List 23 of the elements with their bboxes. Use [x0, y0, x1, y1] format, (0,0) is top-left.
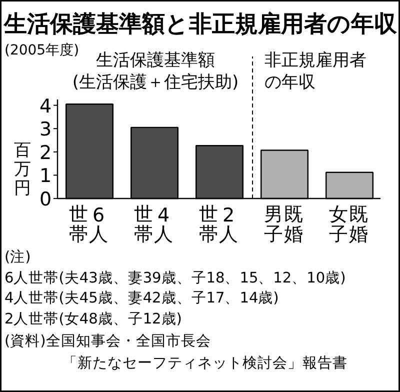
- y-tick-label: 1: [39, 165, 52, 188]
- text: 2人世帯(女48歳、子12歳): [4, 310, 182, 328]
- chart-subtitle: (2005年度): [4, 42, 80, 58]
- y-tick-label: 0: [39, 188, 52, 210]
- x-tick-label: 2人世帯: [199, 204, 238, 246]
- y-tick-label: 3: [39, 118, 52, 141]
- y-axis-title: 百万円: [14, 140, 31, 198]
- text: 生活保護基準額: [96, 50, 215, 70]
- text: 6人世帯(夫43歳、妻39歳、子18、15、12、10歳): [4, 270, 346, 286]
- text: の年収: [264, 72, 316, 92]
- x-tick-label: 既婚男子: [264, 204, 303, 246]
- x-tick-label: 既婚女子: [329, 204, 368, 246]
- text: 非正規雇用者: [264, 50, 366, 70]
- text: (注): [4, 248, 31, 266]
- x-tick-label: 4人世帯: [134, 204, 173, 246]
- text: 「新たなセーフティネット検討会」報告書: [62, 354, 348, 372]
- y-tick-label: 2: [39, 142, 52, 164]
- text: 4人世帯(夫45歳、妻42歳、子17、14歳): [4, 290, 279, 306]
- chart-title: 生活保護基準額と非正規雇用者の年収: [3, 10, 398, 38]
- x-tick-label: 6人世帯: [69, 204, 108, 246]
- text: (生活保護＋住宅扶助): [72, 72, 239, 92]
- y-tick-label: 4: [39, 95, 52, 118]
- text: (資料)全国知事会・全国市長会: [4, 332, 211, 350]
